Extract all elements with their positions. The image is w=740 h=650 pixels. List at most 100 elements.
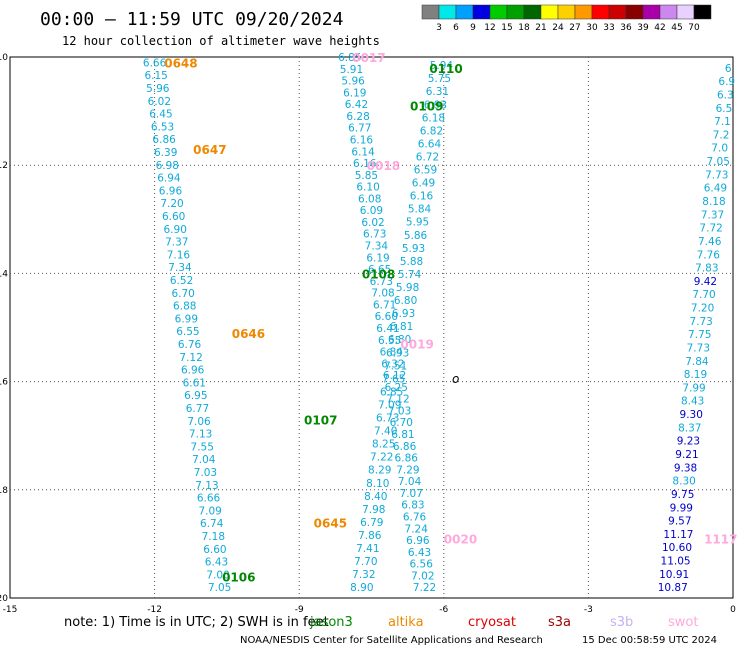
swh-value: 6.60	[203, 544, 226, 556]
swh-value: 7.51	[384, 360, 407, 372]
swh-value: 6.09	[360, 205, 383, 217]
swh-value: 6.52	[170, 275, 193, 287]
mission-label: s3b	[610, 615, 633, 630]
swh-value: 7.00	[206, 569, 229, 581]
swh-value: 9.21	[675, 449, 698, 461]
swh-value: 6.18	[422, 112, 445, 124]
colorbar-label: 24	[552, 23, 564, 33]
swh-value: 8.19	[684, 369, 707, 381]
axis-ticks: -15 -12 -9 -6 -3 0 -10 -12 -14 -16 -18 -20	[0, 53, 736, 615]
swh-value: 7.05	[208, 582, 231, 594]
swh-value: 9.99	[670, 502, 693, 514]
swh-value: 8.25	[372, 439, 395, 451]
swh-value: 7.55	[191, 441, 214, 453]
swh-value: 7.02	[411, 570, 434, 582]
swh-value: 7.1	[714, 116, 731, 128]
swh-value: 6.99	[175, 313, 198, 325]
swh-value: 6.66	[197, 493, 221, 505]
swh-value: 7.70	[692, 289, 715, 301]
swh-value: 7.29	[396, 464, 419, 476]
swh-value: 6.16	[410, 191, 434, 203]
swh-value: 7.04	[398, 476, 422, 488]
swh-value: 7.05	[707, 156, 730, 168]
y-tick-label: -14	[0, 269, 8, 279]
colorbar-swatch	[438, 4, 457, 20]
swh-value: 6.86	[152, 134, 176, 146]
swh-value: 11.05	[661, 556, 691, 568]
pass-label: 0107	[304, 413, 337, 427]
footnote: note: 1) Time is in UTC; 2) SWH is in fe…	[64, 615, 329, 630]
swh-value: 7.32	[352, 569, 375, 581]
colorbar-label: 12	[484, 23, 495, 33]
swh-value: 6	[725, 63, 732, 75]
swh-value: 8.18	[702, 196, 725, 208]
swh-value: 7.16	[167, 249, 191, 261]
swh-value: 6.96	[181, 365, 205, 377]
swh-value: 7.12	[386, 394, 409, 406]
colorbar-label: 6	[453, 23, 459, 33]
swh-value: 6.61	[183, 377, 206, 389]
colorbar-label: 36	[620, 23, 632, 33]
swh-value: 5.98	[396, 282, 419, 294]
swh-value: 7.34	[365, 241, 389, 253]
swh-value: 6.59	[414, 165, 437, 177]
swh-value: 5.93	[402, 243, 425, 255]
swh-value: 7.0	[711, 143, 728, 155]
mission-label: cryosat	[468, 615, 516, 630]
swh-value: 6.70	[390, 417, 413, 429]
swh-value: 5.84	[408, 204, 432, 216]
pass-label: 0646	[232, 327, 265, 341]
swh-value: 6.73	[363, 229, 386, 241]
swh-value: 9.42	[694, 276, 717, 288]
swh-value: 7.37	[165, 237, 188, 249]
swh-value: 6.81	[391, 429, 414, 441]
swh-value: 6.96	[406, 535, 430, 547]
swh-value: 7.22	[370, 452, 393, 464]
swh-value: 9.38	[674, 462, 697, 474]
colorbar-swatch	[557, 4, 576, 20]
x-tick-label: -9	[295, 605, 304, 615]
y-tick-label: -12	[0, 161, 8, 171]
colorbar-swatch	[489, 4, 508, 20]
pass-label: 0019	[400, 338, 433, 352]
pass-label: 0108	[362, 267, 395, 281]
swh-value: 6.60	[162, 211, 185, 223]
swh-value: 8.30	[672, 476, 695, 488]
swh-value: 6.14	[351, 146, 375, 158]
grid	[10, 57, 733, 598]
colorbar-swatch	[421, 4, 440, 20]
swh-value: 8.43	[681, 396, 704, 408]
colorbar-swatch	[591, 4, 610, 20]
swh-value: 6.55	[176, 326, 199, 338]
swh-value: 6.93	[424, 99, 447, 111]
mission-label: swot	[668, 615, 698, 630]
colorbar-swatch	[642, 4, 661, 20]
plot-frame	[9, 56, 734, 599]
swh-value: 6.76	[178, 339, 202, 351]
swh-value: 7.04	[192, 454, 216, 466]
swh-value: 5.85	[355, 170, 378, 182]
swh-value: 7.09	[198, 505, 221, 517]
swh-value: 7.09	[378, 399, 401, 411]
swh-value: 6.93	[392, 308, 415, 320]
swh-value: 6.85	[380, 386, 403, 398]
tracks: 6.666.155.966.026.456.536.866.396.986.94…	[143, 52, 735, 594]
pass-label: 0106	[222, 570, 255, 584]
swh-value: 7.03	[194, 467, 217, 479]
swh-value: 7.18	[202, 531, 225, 543]
colorbar-label: 42	[654, 23, 665, 33]
swh-value: 6.80	[394, 295, 417, 307]
x-tick-label: -15	[3, 605, 18, 615]
pass-label: 0109	[410, 100, 443, 114]
colorbar-swatch	[625, 4, 644, 20]
swh-value: 7.84	[685, 356, 709, 368]
x-tick-label: -6	[439, 605, 448, 615]
swh-value: 7.70	[354, 556, 377, 568]
colorbar-label: 15	[501, 23, 512, 33]
pass-label: 0647	[193, 143, 226, 157]
swh-value: 6.3	[717, 89, 734, 101]
swh-value: 6.39	[154, 147, 177, 159]
swh-value: 6.73	[376, 413, 399, 425]
pass-label: 0018	[367, 159, 400, 173]
